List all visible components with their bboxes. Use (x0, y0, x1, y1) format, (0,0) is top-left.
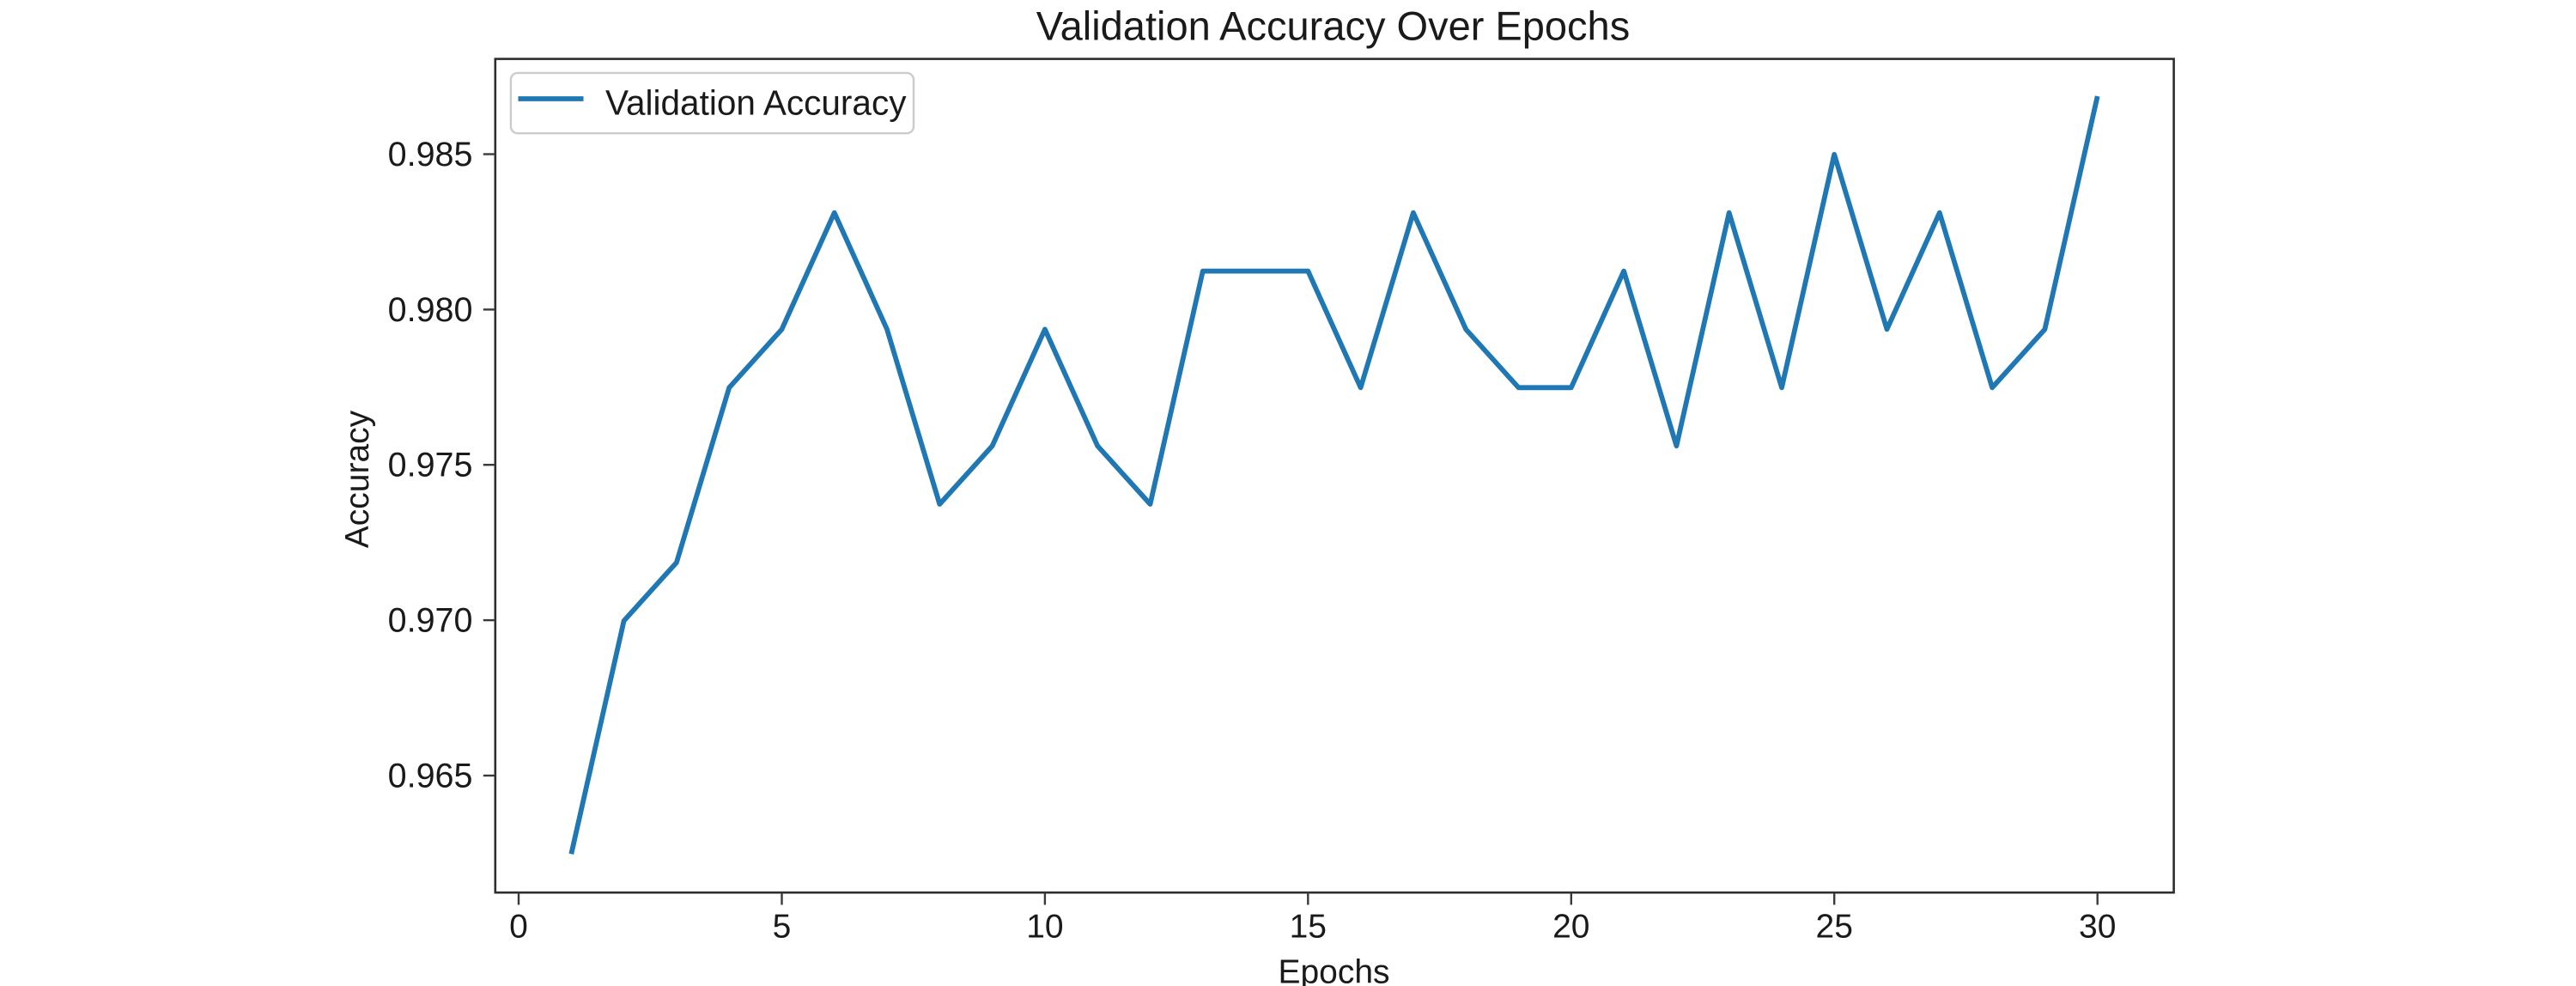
svg-text:0.965: 0.965 (388, 757, 473, 794)
svg-text:5: 5 (773, 909, 792, 946)
svg-text:20: 20 (1552, 909, 1589, 946)
svg-text:15: 15 (1290, 909, 1327, 946)
svg-text:25: 25 (1816, 909, 1853, 946)
svg-text:Epochs: Epochs (1278, 954, 1389, 986)
svg-text:Validation Accuracy: Validation Accuracy (605, 83, 907, 123)
svg-text:0.975: 0.975 (388, 447, 473, 484)
svg-text:10: 10 (1026, 909, 1063, 946)
svg-text:0.980: 0.980 (388, 291, 473, 329)
svg-text:0: 0 (509, 909, 528, 946)
svg-text:0.985: 0.985 (388, 136, 473, 173)
svg-text:0.970: 0.970 (388, 602, 473, 640)
svg-text:Accuracy: Accuracy (339, 410, 376, 548)
svg-text:Validation Accuracy Over Epoch: Validation Accuracy Over Epochs (1036, 3, 1630, 49)
svg-text:30: 30 (2079, 909, 2116, 946)
